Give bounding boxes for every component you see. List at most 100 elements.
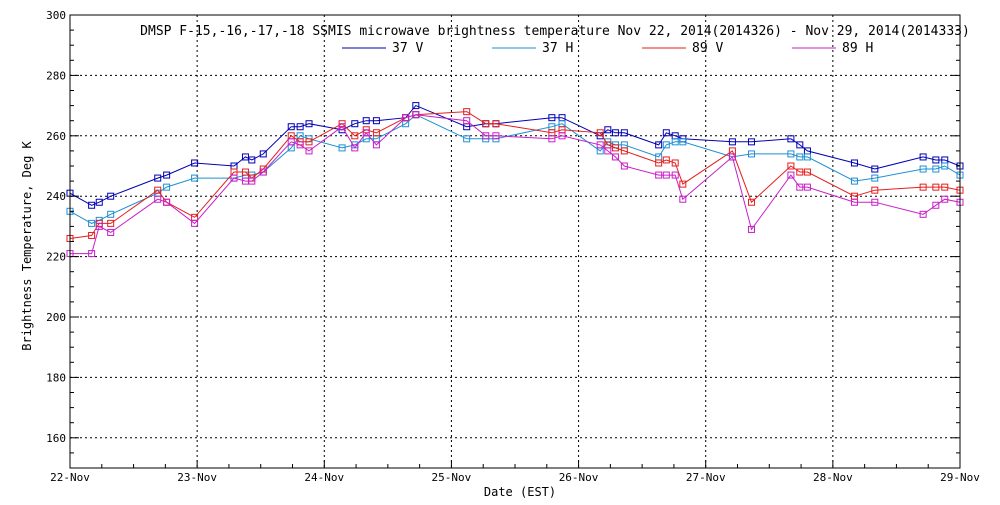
y-axis-title: Brightness Temperature, Deg K <box>20 140 34 350</box>
data-point-37-v <box>305 120 313 128</box>
y-tick-label: 200 <box>46 311 66 324</box>
data-point-37-v <box>362 117 370 125</box>
data-point-37-h <box>796 153 804 161</box>
y-tick-label: 280 <box>46 69 66 82</box>
data-point-89-h <box>305 147 313 155</box>
data-point-89-h <box>492 132 500 140</box>
series-89-h <box>66 111 964 258</box>
data-point-37-h <box>932 165 940 173</box>
data-point-37-v <box>655 141 663 149</box>
data-point-89-h <box>919 210 927 218</box>
data-point-37-v <box>88 201 96 209</box>
data-point-89-h <box>932 201 940 209</box>
data-point-37-v <box>548 114 556 122</box>
data-point-89-v <box>372 129 380 137</box>
x-tick-label: 25-Nov <box>432 471 472 484</box>
legend-label-89-h: 89 H <box>842 41 873 56</box>
grid-layer <box>70 15 960 468</box>
data-point-89-h <box>850 198 858 206</box>
data-point-37-v <box>604 126 612 134</box>
data-point-37-v <box>107 192 115 200</box>
data-point-89-h <box>230 174 238 182</box>
legend-label-89-v: 89 V <box>692 41 723 56</box>
data-point-89-h <box>611 153 619 161</box>
data-point-89-h <box>671 171 679 179</box>
data-point-89-h <box>548 135 556 143</box>
data-point-89-h <box>88 250 96 258</box>
data-point-89-v <box>305 138 313 146</box>
data-point-89-h <box>412 111 420 119</box>
data-point-37-v <box>95 198 103 206</box>
data-point-89-h <box>154 195 162 203</box>
data-point-89-h <box>558 132 566 140</box>
data-point-37-h <box>919 165 927 173</box>
data-point-37-v <box>287 123 295 131</box>
series-37-v <box>66 102 964 209</box>
data-point-89-v <box>463 108 471 116</box>
data-point-89-h <box>402 114 410 122</box>
y-tick-label: 300 <box>46 9 66 22</box>
data-point-89-h <box>296 141 304 149</box>
data-point-89-v <box>803 168 811 176</box>
data-point-89-v <box>679 180 687 188</box>
data-point-37-v <box>611 129 619 137</box>
axis-layer: 22-Nov 23-Nov 24-Nov 25-Nov 26-Nov 27-Nov 28-N… <box>46 9 980 484</box>
data-point-37-h <box>163 183 171 191</box>
y-tick-label: 160 <box>46 432 66 445</box>
y-tick-label: 240 <box>46 190 66 203</box>
data-point-89-h <box>655 171 663 179</box>
x-tick-label: 26-Nov <box>559 471 599 484</box>
data-point-37-h <box>107 210 115 218</box>
data-point-37-v <box>620 129 628 137</box>
data-point-37-h <box>787 150 795 158</box>
y-tick-label: 180 <box>46 371 66 384</box>
data-point-37-v <box>787 135 795 143</box>
data-point-37-h <box>338 144 346 152</box>
data-point-89-h <box>287 138 295 146</box>
y-tick-label: 260 <box>46 130 66 143</box>
data-point-89-h <box>620 162 628 170</box>
data-point-89-h <box>372 141 380 149</box>
data-point-37-v <box>248 156 256 164</box>
data-point-89-h <box>679 195 687 203</box>
data-point-37-v <box>163 171 171 179</box>
data-point-37-v <box>932 156 940 164</box>
series-89-v <box>66 108 964 242</box>
data-point-37-v <box>154 174 162 182</box>
data-point-89-h <box>796 183 804 191</box>
data-point-37-v <box>296 123 304 131</box>
data-point-89-h <box>747 225 755 233</box>
x-tick-label: 22-Nov <box>50 471 90 484</box>
data-point-89-v <box>787 162 795 170</box>
data-point-89-v <box>655 159 663 167</box>
x-tick-label: 28-Nov <box>813 471 853 484</box>
series-line-89-h <box>70 114 961 255</box>
legend-label-37-h: 37 H <box>542 41 573 56</box>
legend: 37 V 37 H 89 V 89 H <box>342 41 873 56</box>
data-point-89-v <box>611 144 619 152</box>
data-point-37-h <box>941 162 949 170</box>
data-point-37-v <box>351 120 359 128</box>
data-point-89-h <box>163 198 171 206</box>
data-point-89-h <box>191 219 199 227</box>
data-point-89-v <box>671 159 679 167</box>
y-tick-label: 220 <box>46 251 66 264</box>
plot-frame <box>69 14 961 469</box>
x-tick-label: 29-Nov <box>940 471 980 484</box>
data-point-89-v <box>796 168 804 176</box>
series-line-89-v <box>69 111 961 239</box>
data-point-37-v <box>412 102 420 110</box>
data-point-89-h <box>662 171 670 179</box>
data-point-89-h <box>362 129 370 137</box>
data-point-37-v <box>850 159 858 167</box>
data-point-89-h <box>95 222 103 230</box>
data-point-37-v <box>372 117 380 125</box>
data-point-37-v <box>747 138 755 146</box>
data-point-37-v <box>728 138 736 146</box>
data-point-89-h <box>803 183 811 191</box>
data-point-89-h <box>351 144 359 152</box>
data-point-37-h <box>671 138 679 146</box>
data-point-89-v <box>932 183 940 191</box>
